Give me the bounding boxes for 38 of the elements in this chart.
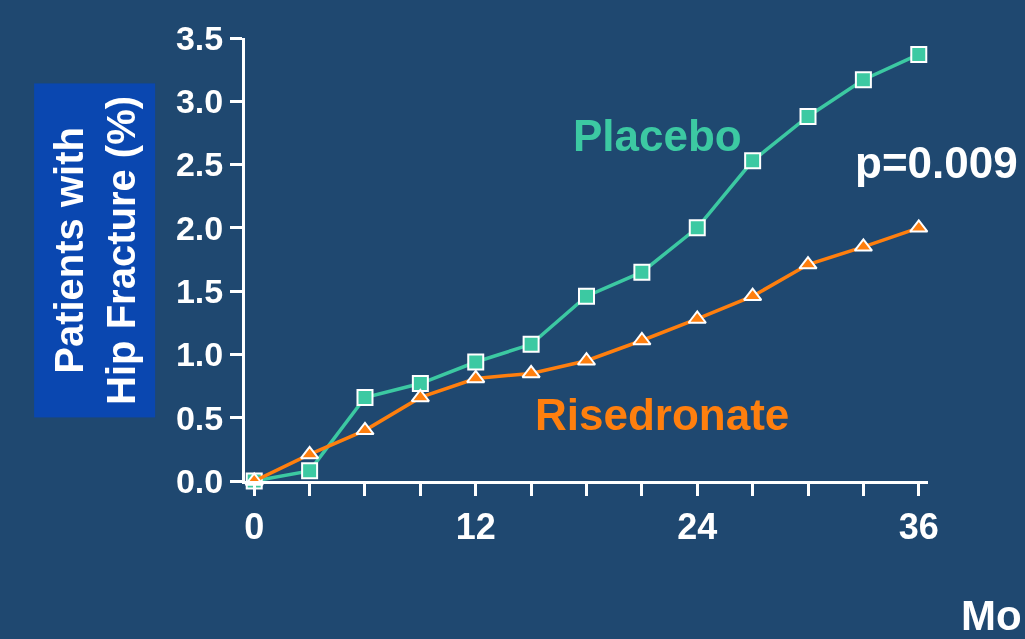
y-tick-label: 3.5 — [175, 18, 224, 57]
x-tick-label: 12 — [455, 506, 496, 548]
x-tick-label: 36 — [898, 506, 939, 548]
point — [909, 219, 929, 233]
point — [854, 71, 872, 89]
point — [798, 256, 818, 270]
point — [410, 388, 431, 403]
point — [301, 462, 319, 480]
series-label: Placebo — [573, 111, 742, 160]
point — [466, 369, 486, 384]
y-tick-label: 2.5 — [175, 145, 224, 184]
point — [522, 335, 540, 353]
point — [632, 332, 652, 346]
y-tick-label: 2.0 — [175, 208, 224, 247]
y-tick-label: 1.5 — [175, 272, 224, 311]
y-axis-title: Patients with Hip Fracture (%) — [46, 95, 143, 405]
y-tick-label: 1.0 — [175, 335, 224, 374]
point — [633, 263, 651, 281]
y-tick-label: 0.5 — [175, 398, 224, 437]
point — [687, 310, 707, 324]
point — [467, 353, 485, 371]
point — [578, 287, 595, 305]
series-label: Risedronate — [535, 390, 790, 439]
x-tick-label: 0 — [244, 506, 265, 548]
annotation: p=0.009 — [855, 138, 1018, 187]
point — [355, 421, 375, 436]
point — [799, 107, 817, 125]
y-tick-label: 3.0 — [175, 82, 224, 121]
point — [910, 45, 928, 63]
point — [299, 445, 320, 460]
point — [411, 375, 429, 393]
point — [356, 388, 374, 406]
x-axis-title: Mo — [961, 592, 1022, 639]
y-tick-label: 0.0 — [175, 461, 224, 500]
point — [744, 152, 762, 170]
x-tick-label: 24 — [677, 506, 718, 548]
point — [688, 219, 706, 237]
point — [521, 364, 541, 379]
